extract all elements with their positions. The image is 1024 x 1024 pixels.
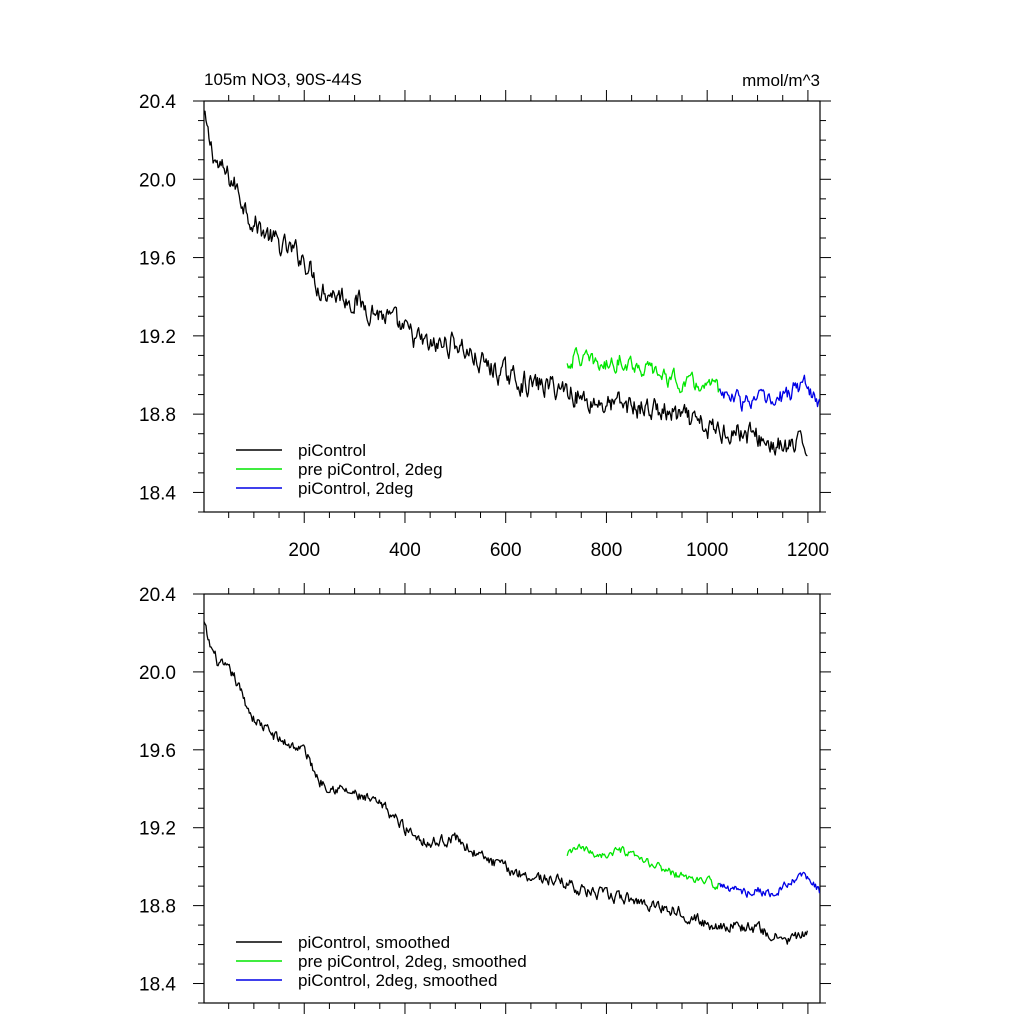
top-panel: 105m NO3, 90S-44S mmol/m^3 200 400 600 800 1…	[139, 70, 831, 561]
y-tick-label: 18.8	[139, 405, 176, 426]
series-line-0	[203, 621, 809, 945]
plot-frame	[203, 100, 821, 513]
y-tick-label: 18.4	[139, 483, 176, 504]
series-line-2	[719, 374, 821, 412]
y-tick-label: 20.4	[139, 92, 176, 113]
x-tick-label: 400	[389, 540, 421, 561]
y-tick-label: 20.0	[139, 663, 176, 684]
legend-label: piControl, 2deg	[298, 479, 413, 498]
y-tick-label: 18.4	[139, 975, 176, 996]
x-tick-label: 1200	[787, 540, 829, 561]
legend-label: pre piControl, 2deg	[298, 460, 443, 479]
legend-label: piControl, 2deg, smoothed	[298, 971, 497, 990]
y-tick-label: 20.4	[139, 585, 176, 606]
y-tick-label: 19.6	[139, 249, 176, 270]
legend-label: pre piControl, 2deg, smoothed	[298, 952, 527, 971]
y-tick-label: 20.0	[139, 170, 176, 191]
plot-frame	[203, 593, 821, 1004]
bottom-panel: 18.4 18.8 19.2 19.6 20.0 20.4 piControl, smoot…	[139, 583, 831, 1014]
legend-label: piControl, smoothed	[298, 933, 450, 952]
legend-label: piControl	[298, 441, 366, 460]
y-tick-label: 19.2	[139, 819, 176, 840]
y-tick-label: 18.8	[139, 897, 176, 918]
x-tick-label: 1000	[686, 540, 728, 561]
units-label: mmol/m^3	[742, 71, 820, 90]
chart-title: 105m NO3, 90S-44S	[204, 70, 362, 89]
series-line-0	[203, 110, 808, 457]
x-tick-label: 800	[591, 540, 623, 561]
series-line-2	[719, 871, 821, 898]
y-tick-label: 19.6	[139, 741, 176, 762]
x-tick-label: 600	[490, 540, 522, 561]
series-line-1	[566, 347, 720, 394]
series-line-1	[566, 843, 720, 890]
y-tick-label: 19.2	[139, 327, 176, 348]
x-tick-label: 200	[288, 540, 320, 561]
